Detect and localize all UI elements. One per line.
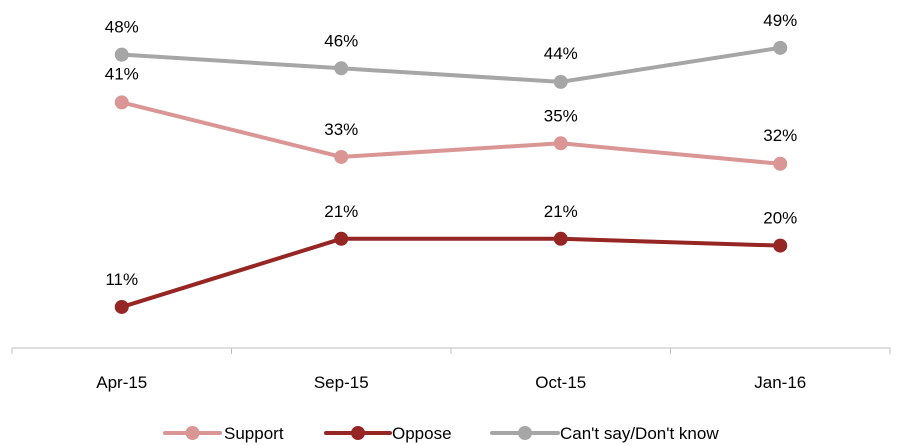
data-point [334,61,349,76]
data-label: 11% [105,270,138,289]
x-tick-label: Oct-15 [535,373,586,392]
legend-item: Oppose [324,424,452,443]
data-point [334,231,349,246]
data-point [114,95,129,110]
data-label: 46% [324,31,358,50]
x-axis: Apr-15 Sep-15 Oct-15 Jan-16 [11,347,891,392]
data-label: 20% [763,209,797,228]
data-label: 49% [763,11,797,30]
data-point [553,74,568,89]
data-point [114,299,129,314]
legend: Support Oppose Can't say/Don't know [163,424,719,443]
x-tick-label: Jan-16 [754,373,806,392]
legend-item: Can't say/Don't know [490,424,719,443]
series-line [119,236,783,309]
data-label: 41% [105,64,139,83]
data-point [553,136,568,151]
legend-item: Support [163,424,284,443]
data-label: 21% [544,202,578,221]
x-tick-label: Sep-15 [314,373,369,392]
data-label: 33% [324,120,358,139]
legend-swatch-marker [518,426,532,440]
data-point [773,238,788,253]
data-label: 48% [105,18,139,37]
legend-label: Oppose [392,424,452,443]
data-labels: 41% 33% 35% 32% 11% 21% 21% 20% 48% 46% 44% 49% [105,11,798,289]
series-line [119,100,783,166]
data-label: 35% [544,106,578,125]
x-tick-label: Apr-15 [96,373,147,392]
data-point [553,231,568,246]
data-point [773,40,788,55]
legend-swatch-marker [351,426,365,440]
data-label: 44% [544,44,578,63]
data-point [114,47,129,62]
data-label: 21% [324,202,358,221]
legend-swatch-marker [185,426,200,440]
data-point [773,156,788,171]
series-line [119,45,783,84]
legend-label: Can't say/Don't know [560,424,719,443]
data-point [334,149,349,164]
plot-area [114,40,788,314]
data-label: 32% [763,126,797,145]
legend-label: Support [224,424,284,443]
